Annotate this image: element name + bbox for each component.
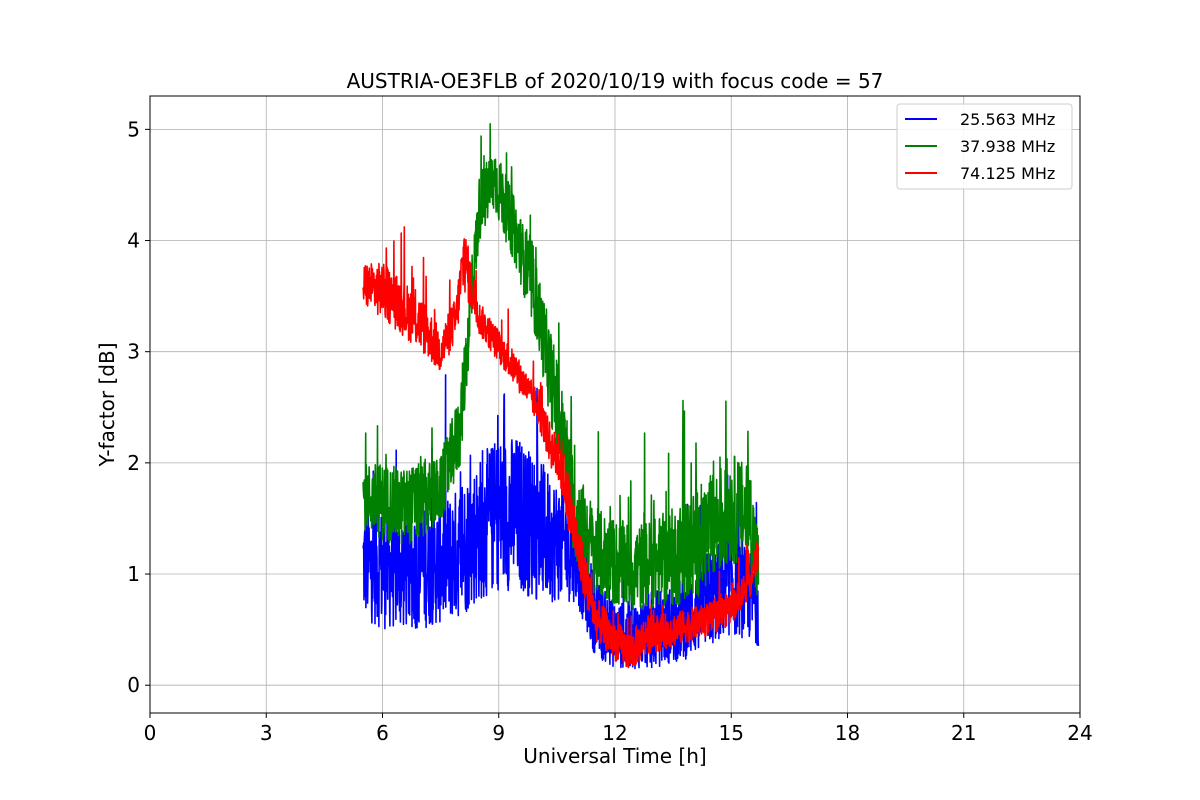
legend-entry: 25.563 MHz (960, 110, 1055, 129)
x-tick-label: 0 (144, 721, 157, 745)
x-tick-label: 24 (1067, 721, 1092, 745)
y-tick-label: 2 (127, 451, 140, 475)
y-axis: 0 1 2 3 4 5 (127, 117, 150, 697)
legend-box (896, 103, 1073, 190)
x-tick-label: 18 (835, 721, 860, 745)
x-axis-label: Universal Time [h] (523, 744, 706, 768)
series-line-3 (362, 226, 760, 669)
y-tick-label: 1 (127, 562, 140, 586)
legend-entry: 74.125 MHz (960, 164, 1055, 183)
x-tick-label: 3 (260, 721, 273, 745)
x-tick-label: 21 (951, 721, 976, 745)
chart-title: AUSTRIA-OE3FLB of 2020/10/19 with focus … (347, 69, 884, 93)
y-axis-label: Y-factor [dB] (95, 342, 119, 467)
y-tick-label: 5 (127, 117, 140, 141)
x-axis: 0 3 6 9 12 15 18 21 24 (144, 713, 1093, 745)
y-tick-label: 4 (127, 229, 140, 253)
series-line-2 (362, 123, 760, 611)
series-layer (362, 123, 760, 670)
x-tick-label: 9 (492, 721, 505, 745)
x-tick-label: 12 (602, 721, 627, 745)
legend: 25.563 MHz 37.938 MHz 74.125 MHz (896, 103, 1073, 190)
x-tick-label: 15 (719, 721, 744, 745)
y-tick-label: 0 (127, 673, 140, 697)
y-tick-label: 3 (127, 340, 140, 364)
legend-entry: 37.938 MHz (960, 137, 1055, 156)
x-tick-label: 6 (376, 721, 389, 745)
